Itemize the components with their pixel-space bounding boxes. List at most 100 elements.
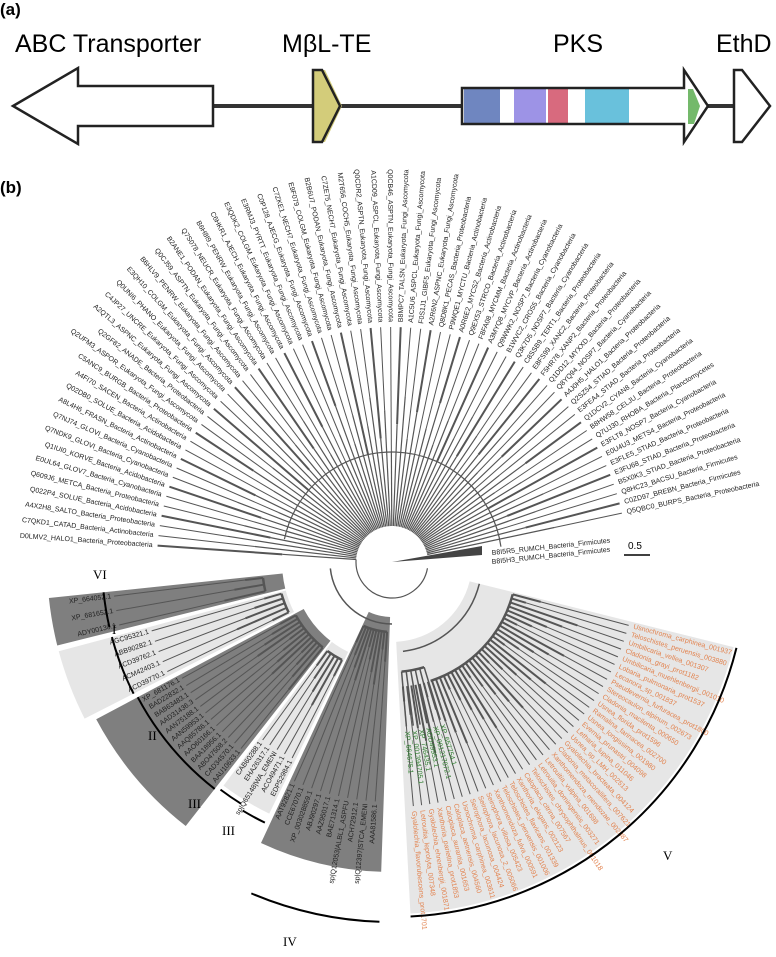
branch-fan-14 xyxy=(207,416,273,469)
branch-fan-25 xyxy=(292,348,347,463)
branch-fan-39 xyxy=(416,330,432,413)
branch-v-orange-stem-0 xyxy=(401,686,406,702)
branch-clade_II-8 xyxy=(221,652,302,733)
branch-fan-stem-41 xyxy=(400,428,427,528)
branch-fan-stem-64 xyxy=(425,511,536,551)
branch-v-orange-stem-3 xyxy=(414,684,428,741)
branch-v-orange-stem-23 xyxy=(486,642,532,681)
branch-v-orange-stem-9 xyxy=(438,677,468,744)
branch-fan-stem-61 xyxy=(423,499,516,547)
branch-fan-38 xyxy=(406,328,422,439)
branch-clade_VI-2 xyxy=(119,600,225,626)
branch-v-orange-33 xyxy=(561,626,622,650)
branch-clade_I-stem-1 xyxy=(254,597,284,609)
branch-fan-7 xyxy=(172,476,238,503)
branch-fan-45 xyxy=(436,347,490,463)
branch-clade_II-7 xyxy=(216,673,273,727)
clade-label-iv: IV xyxy=(283,934,297,949)
gene-label-mbl-te: MβL-TE xyxy=(282,30,371,58)
branch-v-orange-2 xyxy=(417,727,431,805)
branch-clade_IV-6 xyxy=(347,671,372,798)
branch-clade_III-3 xyxy=(284,704,313,755)
branch-clade_IV-9 xyxy=(374,661,386,802)
branch-v-orange-3 xyxy=(425,740,439,803)
clade-brackets xyxy=(102,592,738,923)
branch-clade_IV-5 xyxy=(337,659,371,797)
branch-v-orange-stem-35 xyxy=(511,597,527,604)
leaf-label-fan-36: B8MPC7_TALSN_Eukaryota_Fungi_Ascomycota xyxy=(398,169,411,322)
branch-v-orange-stem-25 xyxy=(492,635,506,646)
branch-clade_VI-0 xyxy=(114,579,246,597)
branch-fan-stem-53 xyxy=(416,471,479,537)
branch-fan-28 xyxy=(321,337,356,444)
branch-v-orange-20 xyxy=(488,662,563,739)
branch-v-green-2 xyxy=(409,670,421,725)
bracket-ii xyxy=(136,696,216,790)
panel-b-label: (b) xyxy=(0,178,22,197)
pks-domain-5 xyxy=(688,89,700,124)
branch-v-orange-0 xyxy=(403,701,414,807)
branch-fan-stem-45 xyxy=(406,461,438,530)
branch-v-orange-9 xyxy=(466,742,487,789)
branch-clade_IV-2 xyxy=(311,667,355,789)
branch-fan-58 xyxy=(494,430,588,494)
branch-fan-5 xyxy=(166,495,287,532)
branch-clade_III-stem-3 xyxy=(310,657,340,706)
branch-clade_I-stem-2 xyxy=(245,602,285,620)
branch-v-orange-31 xyxy=(531,625,615,665)
branch-fan-31 xyxy=(350,330,369,427)
branch-clade_IV-4 xyxy=(328,646,370,794)
branch-fan-stem-1 xyxy=(254,545,357,559)
branch-v-orange-34 xyxy=(577,624,624,642)
branch-v-orange-stem-18 xyxy=(471,657,510,703)
branch-v-orange-15 xyxy=(470,677,531,765)
branch-fan-stem-48 xyxy=(410,455,458,532)
pks-domain-2 xyxy=(514,89,546,124)
branch-fan-0 xyxy=(157,544,283,556)
clade-label-iii-b: III xyxy=(222,823,235,838)
branch-fan-stem-42 xyxy=(401,402,441,528)
mbl-te-domain xyxy=(313,70,342,142)
branch-clade_IV-0 xyxy=(293,642,357,782)
branch-fan-8 xyxy=(176,467,279,513)
branch-fan-stem-36 xyxy=(392,424,398,527)
branch-fan-stem-54 xyxy=(417,456,503,538)
branch-v-orange-stem-15 xyxy=(461,664,472,679)
scale-bar-label: 0.5 xyxy=(628,541,642,552)
branch-clade_IV-3 xyxy=(320,680,356,792)
backbone-arc-right xyxy=(402,583,481,653)
branch-clade_II-1 xyxy=(186,633,273,687)
branch-fan-stem-56 xyxy=(419,474,500,540)
branch-clade_II-0 xyxy=(181,623,281,679)
branch-v-orange-36 xyxy=(540,601,629,626)
branch-fan-stem-11 xyxy=(273,490,362,545)
branch-fan-11 xyxy=(190,440,274,492)
branch-clade_II-2 xyxy=(190,644,265,694)
branch-clade_II-6 xyxy=(210,661,278,720)
branch-fan-stem-52 xyxy=(415,436,502,536)
branch-fan-stem-39 xyxy=(397,411,418,527)
tree-branches xyxy=(114,327,629,807)
branch-clade_I-stem-3 xyxy=(236,606,287,631)
branch-v-orange-stem-21 xyxy=(480,648,504,671)
bracket-v xyxy=(410,647,738,918)
branch-v-orange-stem-12 xyxy=(450,671,473,711)
branch-v-orange-30 xyxy=(516,624,612,673)
branch-fan-26 xyxy=(302,344,340,435)
branch-fan-16 xyxy=(220,400,292,468)
branch-fan-stem-22 xyxy=(303,421,374,532)
branch-fan-stem-37 xyxy=(394,396,406,527)
bracket-i xyxy=(110,636,135,695)
branch-fan-stem-24 xyxy=(321,426,377,531)
branch-fan-3 xyxy=(161,514,271,539)
branch-v-orange-stem-20 xyxy=(477,651,490,664)
gene-arrow-mbl-te xyxy=(311,68,342,144)
gene-label-ethd: EthD xyxy=(716,30,772,58)
branch-clade_VI-stem-1 xyxy=(234,583,265,591)
branch-fan-stem-29 xyxy=(352,415,384,528)
branch-fan-24 xyxy=(283,352,324,428)
branch-v-orange-26 xyxy=(518,648,595,701)
panel-b: (b) D0LMV2_HALO1_Bacteria_Proteobacteria… xyxy=(0,169,760,949)
branch-clade_IV-stem-7 xyxy=(372,631,383,685)
branch-clade_III-stem-2 xyxy=(311,655,336,693)
